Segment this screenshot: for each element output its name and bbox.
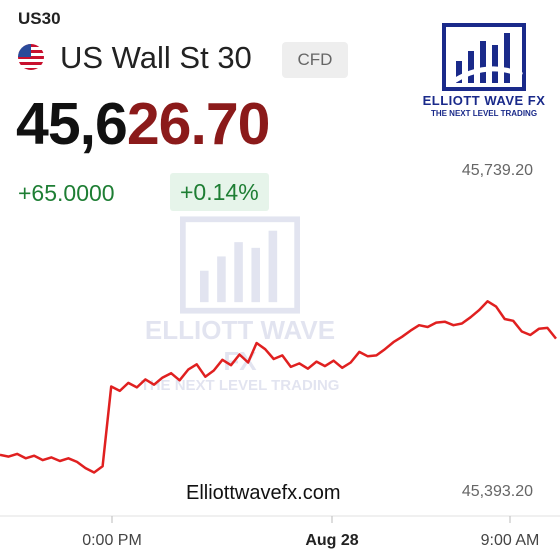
current-price: 45,626.70 bbox=[16, 88, 270, 160]
x-tick-label: 0:00 PM bbox=[82, 532, 142, 549]
logo-tagline: THE NEXT LEVEL TRADING bbox=[430, 109, 538, 118]
brand-logo: ELLIOTT WAVE FX THE NEXT LEVEL TRADING bbox=[416, 23, 552, 118]
price-tail: 26.70 bbox=[126, 91, 271, 157]
watermark-title: ELLIOTT WAVE FX bbox=[144, 315, 336, 376]
watermark-bar-icon bbox=[180, 216, 300, 314]
ticker-symbol: US30 bbox=[18, 9, 61, 28]
x-tick-label: Aug 28 bbox=[305, 532, 358, 549]
y-label-low: 45,393.20 bbox=[462, 483, 533, 500]
percent-change-badge: +0.14% bbox=[170, 173, 269, 211]
cfd-badge: CFD bbox=[282, 42, 348, 78]
price-main: 45,6 bbox=[16, 91, 128, 157]
instrument-name: US Wall St 30 bbox=[60, 40, 252, 75]
us-flag-icon bbox=[18, 44, 44, 70]
logo-title: ELLIOTT WAVE FX bbox=[422, 93, 546, 108]
series-line bbox=[0, 300, 557, 474]
website-label: Elliottwavefx.com bbox=[186, 482, 341, 504]
watermark-tagline: THE NEXT LEVEL TRADING bbox=[140, 377, 340, 394]
price-change: +65.0000 bbox=[18, 180, 115, 206]
watermark-logo: ELLIOTT WAVE FX THE NEXT LEVEL TRADING bbox=[125, 215, 355, 394]
y-label-high: 45,739.20 bbox=[462, 162, 533, 179]
x-tick-label: 9:00 AM bbox=[481, 532, 540, 549]
bar-chart-logo-icon bbox=[442, 23, 526, 91]
